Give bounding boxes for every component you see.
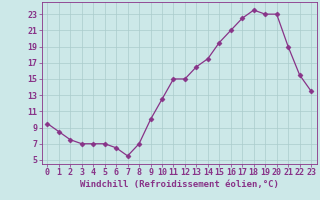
X-axis label: Windchill (Refroidissement éolien,°C): Windchill (Refroidissement éolien,°C) (80, 180, 279, 189)
